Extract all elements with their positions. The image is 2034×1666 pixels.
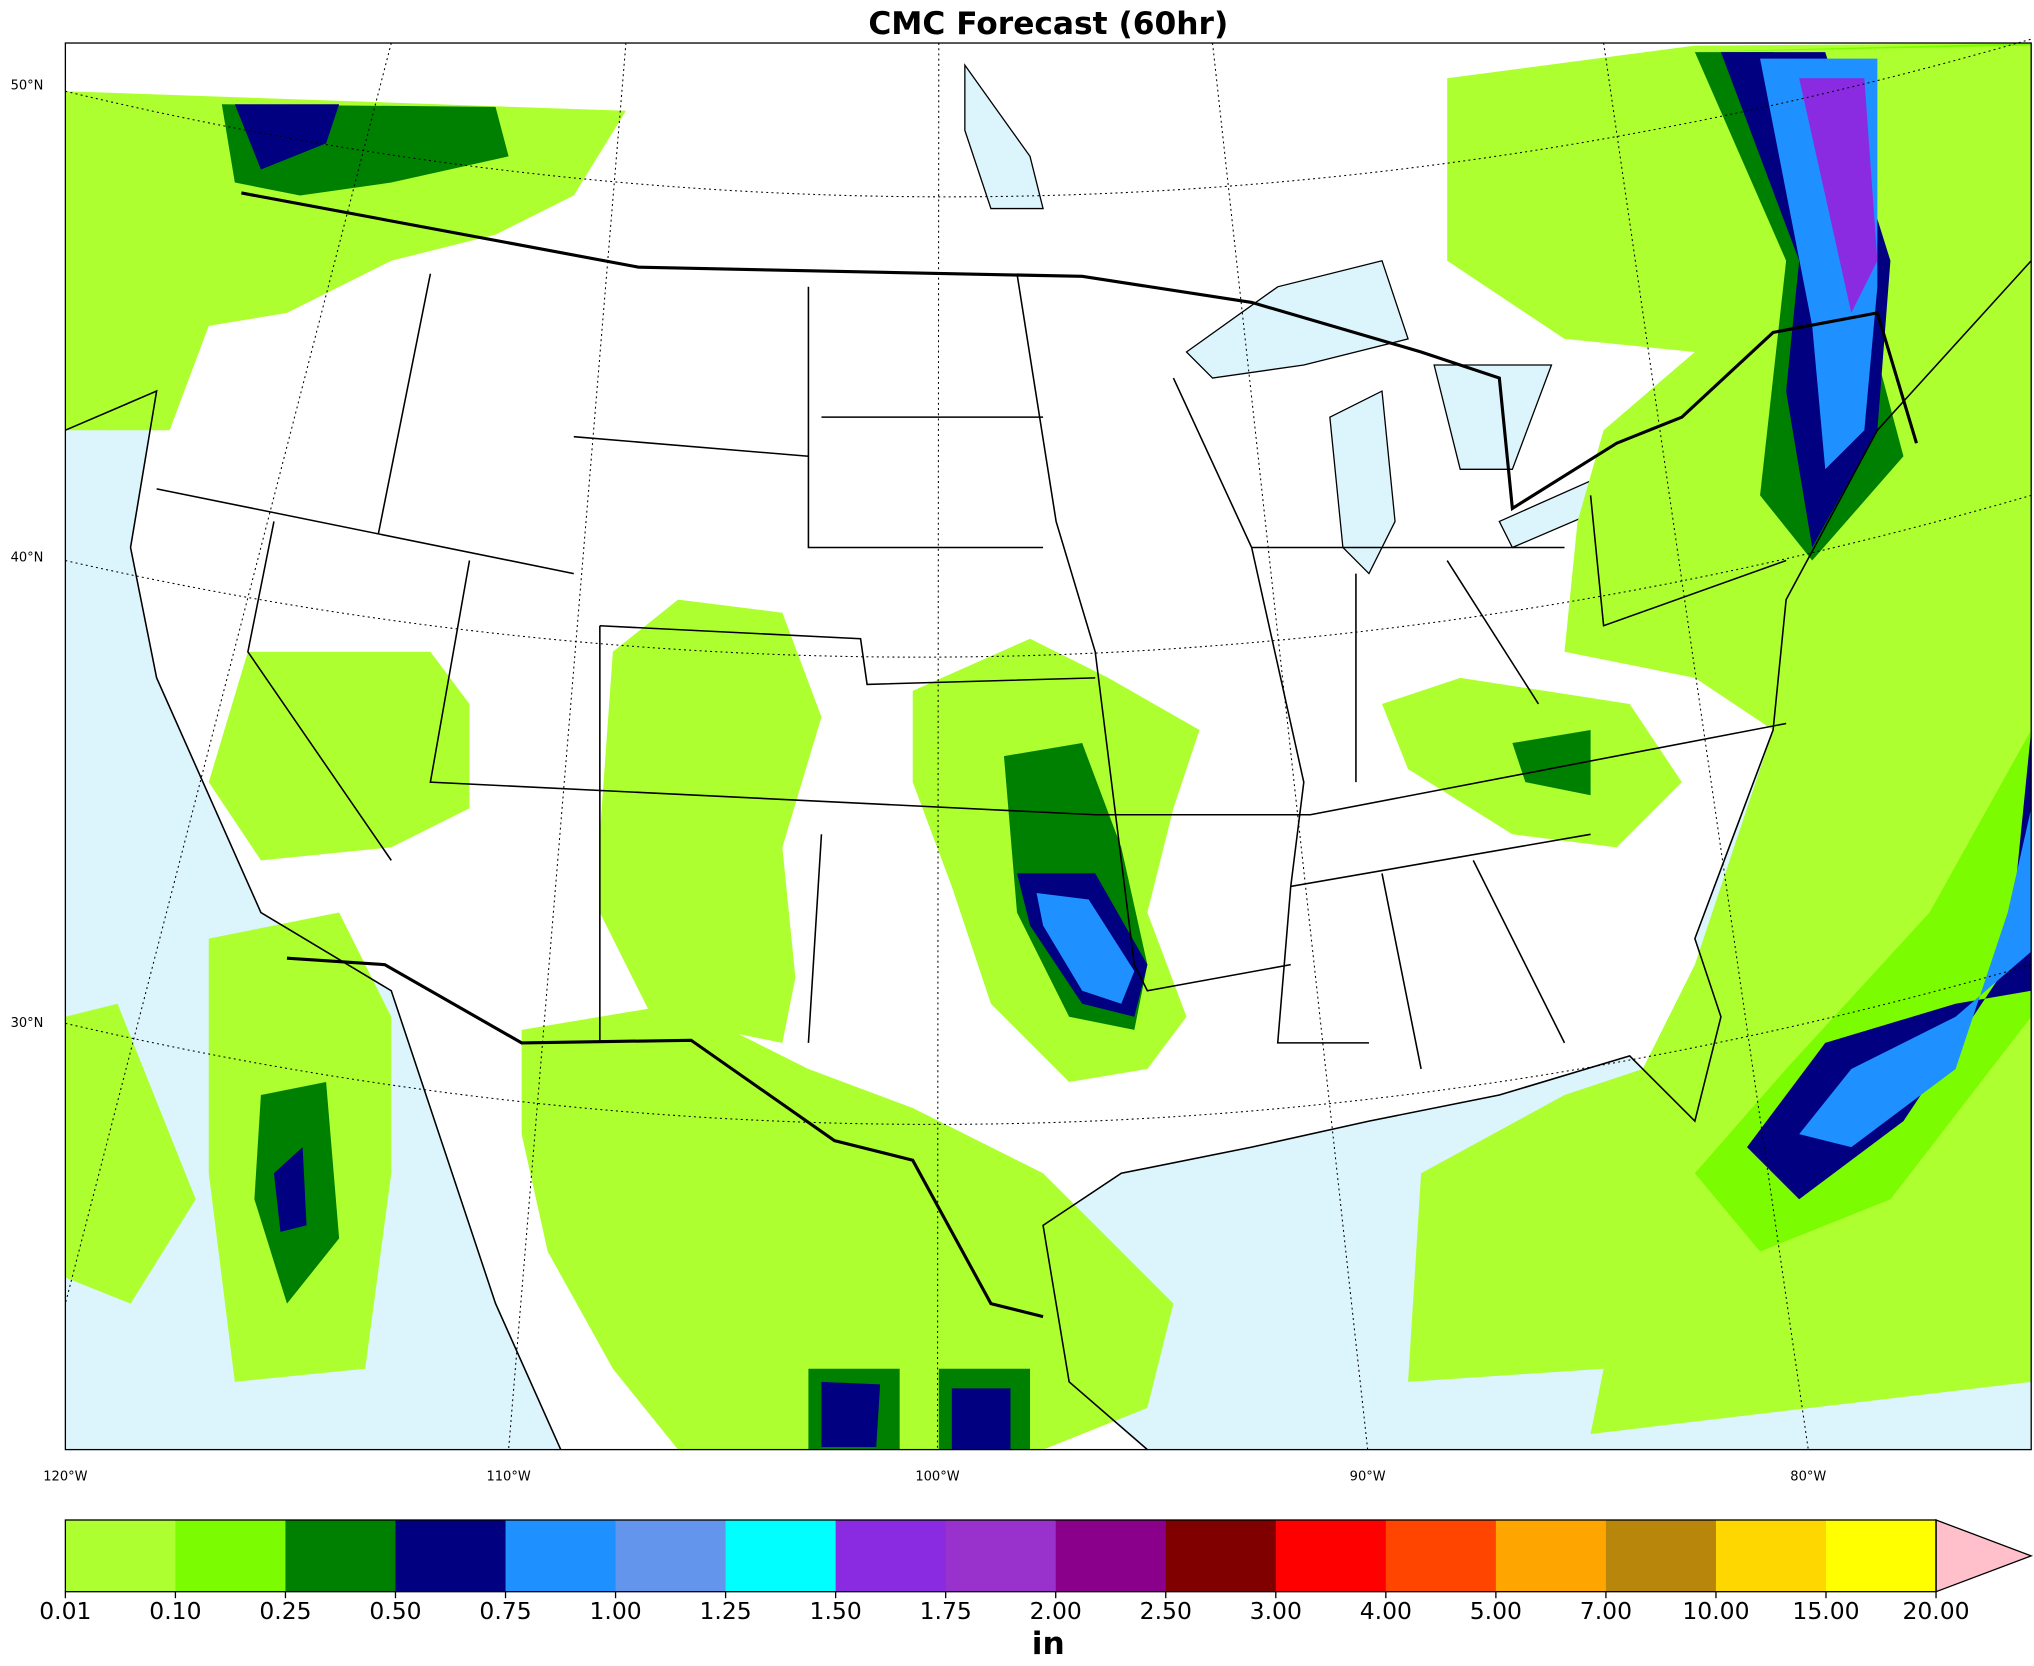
colorbar-label: 0.01 [39, 1597, 91, 1625]
graticule [64, 38, 2032, 1450]
colorbar-label: 10.00 [1682, 1597, 1749, 1625]
colorbar-swatch [1165, 1519, 1277, 1592]
colorbar-label: 0.25 [259, 1597, 311, 1625]
latitude-label: 40°N [11, 550, 44, 565]
longitude-label: 120°W [43, 1469, 87, 1484]
colorbar-label: 1.50 [810, 1597, 862, 1625]
colorbar-label: 2.50 [1140, 1597, 1192, 1625]
colorbar-label: 3.00 [1250, 1597, 1302, 1625]
longitude-label: 110°W [486, 1469, 530, 1484]
borders [65, 191, 2032, 1451]
colorbar-label: 15.00 [1792, 1597, 1859, 1625]
longitude-labels: 120°W 110°W 100°W 90°W 80°W [43, 1469, 1826, 1484]
colorbar-swatch [945, 1519, 1057, 1592]
colorbar-swatch [175, 1519, 287, 1592]
colorbar-label: 0.50 [369, 1597, 421, 1625]
colorbar-swatch [1275, 1519, 1387, 1592]
colorbar-swatch [1385, 1519, 1497, 1592]
colorbar-swatch [1605, 1519, 1717, 1592]
colorbar-label: 1.75 [920, 1597, 972, 1625]
colorbar-label: 1.25 [699, 1597, 751, 1625]
colorbar-label: 4.00 [1360, 1597, 1412, 1625]
colorbar-swatch [395, 1519, 507, 1592]
colorbar-label: 2.00 [1030, 1597, 1082, 1625]
latitude-label: 30°N [11, 1016, 44, 1031]
colorbar-swatch [1825, 1519, 1937, 1592]
colorbar-extension [1935, 1519, 2034, 1593]
colorbar-swatch [1055, 1519, 1167, 1592]
colorbar-swatch [835, 1519, 947, 1592]
precipitation [65, 43, 2032, 1450]
colorbar-label: 5.00 [1470, 1597, 1522, 1625]
colorbar-frame [64, 1519, 1937, 1593]
latitude-labels: 50°N 40°N 30°N [11, 79, 44, 1031]
colorbar-label: 0.10 [149, 1597, 201, 1625]
colorbar-label: 1.00 [589, 1597, 641, 1625]
colorbar-swatch [505, 1519, 617, 1592]
colorbar-label: 20.00 [1902, 1597, 1969, 1625]
longitude-label: 100°W [915, 1469, 959, 1484]
colorbar-swatch [725, 1519, 837, 1592]
colorbar-swatch [285, 1519, 397, 1592]
colorbar-label: 0.75 [479, 1597, 531, 1625]
map-frame [64, 42, 2032, 1451]
colorbar-unit: in [1032, 1626, 1065, 1662]
colorbar-swatch [1495, 1519, 1607, 1592]
colorbar: 0.01 0.10 0.25 0.50 0.75 1.00 1.25 1.50 1.75 2.00… [39, 1519, 2034, 1625]
longitude-label: 90°W [1350, 1469, 1386, 1484]
colorbar-swatch [65, 1519, 177, 1592]
latitude-label: 50°N [11, 79, 44, 94]
gulf-of-california [391, 1016, 470, 1356]
title: CMC Forecast (60hr) [868, 6, 1228, 42]
colorbar-label: 7.00 [1580, 1597, 1632, 1625]
colorbar-swatch [615, 1519, 727, 1592]
colorbar-swatch [1715, 1519, 1827, 1592]
longitude-label: 80°W [1790, 1469, 1826, 1484]
map [64, 38, 2032, 1451]
